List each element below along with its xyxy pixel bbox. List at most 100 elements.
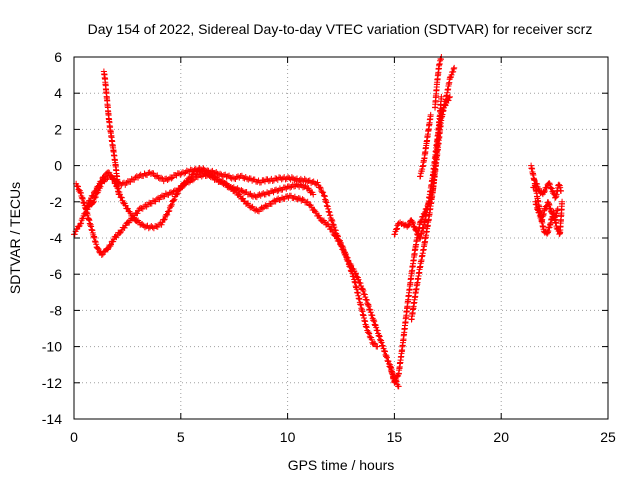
data-point xyxy=(287,184,294,191)
chart-title: Day 154 of 2022, Sidereal Day-to-day VTE… xyxy=(88,21,593,37)
data-point xyxy=(393,376,400,383)
y-tick-label: -2 xyxy=(50,194,63,210)
data-point xyxy=(118,194,125,201)
data-point xyxy=(246,191,253,198)
data-point xyxy=(262,202,269,209)
data-point xyxy=(163,175,170,182)
y-axis-title: SDTVAR / TECUs xyxy=(7,182,23,294)
data-point xyxy=(451,64,458,71)
data-point xyxy=(446,93,453,100)
data-point xyxy=(171,196,178,203)
x-tick-label: 15 xyxy=(387,429,403,445)
data-point xyxy=(554,206,561,213)
data-point xyxy=(93,187,100,194)
y-tick-label: 2 xyxy=(54,121,62,137)
data-point xyxy=(99,251,106,258)
data-point xyxy=(534,180,541,187)
data-point xyxy=(448,71,455,78)
data-point xyxy=(203,168,210,175)
series-pass-late-2 xyxy=(417,111,434,180)
data-point xyxy=(450,65,457,72)
data-point xyxy=(450,68,457,75)
x-tick-label: 10 xyxy=(280,429,296,445)
series-pass-b xyxy=(73,170,317,259)
data-point xyxy=(290,195,297,202)
data-point xyxy=(338,241,344,248)
data-point xyxy=(98,178,105,185)
data-point xyxy=(147,170,154,177)
data-point xyxy=(168,201,175,208)
data-point xyxy=(371,340,378,347)
data-point xyxy=(294,196,301,203)
data-point xyxy=(173,191,180,198)
data-point xyxy=(84,202,91,209)
data-point xyxy=(202,169,209,176)
data-point xyxy=(165,208,172,215)
data-point xyxy=(183,178,190,185)
data-point xyxy=(409,218,416,225)
data-point xyxy=(95,246,102,253)
data-point xyxy=(78,220,85,227)
data-point xyxy=(546,180,553,187)
data-point xyxy=(158,174,165,181)
data-point xyxy=(255,192,262,199)
data-point xyxy=(338,243,345,250)
y-tick-label: 6 xyxy=(54,49,62,65)
data-point xyxy=(363,324,370,331)
data-point xyxy=(295,194,302,201)
data-point xyxy=(271,197,278,204)
data-point xyxy=(314,179,321,186)
data-point xyxy=(249,177,256,184)
data-point xyxy=(74,183,81,190)
data-point xyxy=(412,227,419,234)
data-point xyxy=(548,209,555,216)
data-point xyxy=(204,171,211,178)
y-tick-label: -6 xyxy=(50,266,63,282)
data-point xyxy=(274,188,281,195)
data-point xyxy=(410,220,417,227)
data-point xyxy=(89,193,96,200)
data-point xyxy=(320,189,327,196)
data-point xyxy=(536,209,543,216)
data-point xyxy=(150,197,157,204)
data-point xyxy=(310,191,317,198)
data-point xyxy=(279,194,286,201)
data-point xyxy=(299,196,306,203)
data-point xyxy=(92,194,99,201)
y-tick-label: -4 xyxy=(50,230,63,246)
data-point xyxy=(134,210,141,217)
data-point xyxy=(184,178,191,185)
data-point xyxy=(122,202,129,209)
data-point xyxy=(107,243,114,250)
data-point xyxy=(79,215,86,222)
data-point xyxy=(77,220,84,227)
data-point xyxy=(339,246,346,253)
data-point xyxy=(191,171,198,178)
data-point xyxy=(273,175,280,182)
series-pass-rise xyxy=(387,93,445,386)
data-point xyxy=(183,167,190,174)
y-tick-label: -14 xyxy=(42,411,62,427)
data-point xyxy=(224,173,231,180)
data-point xyxy=(233,173,240,180)
data-point xyxy=(395,383,402,390)
data-point xyxy=(446,94,453,101)
data-point xyxy=(164,211,171,218)
data-point xyxy=(547,184,554,191)
data-point xyxy=(260,190,267,197)
data-point xyxy=(160,216,167,223)
data-point xyxy=(541,188,548,195)
data-point xyxy=(126,208,133,215)
data-point xyxy=(394,225,401,232)
data-point xyxy=(553,225,560,232)
data-point xyxy=(311,207,318,214)
axis-ticks xyxy=(73,56,609,420)
data-point xyxy=(128,175,135,182)
y-tick-labels: -14 -12 -10 -8 -6 -4 -2 0 2 4 6 xyxy=(42,49,62,427)
data-point xyxy=(124,178,131,185)
data-point xyxy=(179,183,186,190)
data-point xyxy=(335,237,342,244)
series-pass-evening-3 xyxy=(532,198,561,224)
data-point xyxy=(418,216,425,223)
y-tick-label: -8 xyxy=(50,302,63,318)
